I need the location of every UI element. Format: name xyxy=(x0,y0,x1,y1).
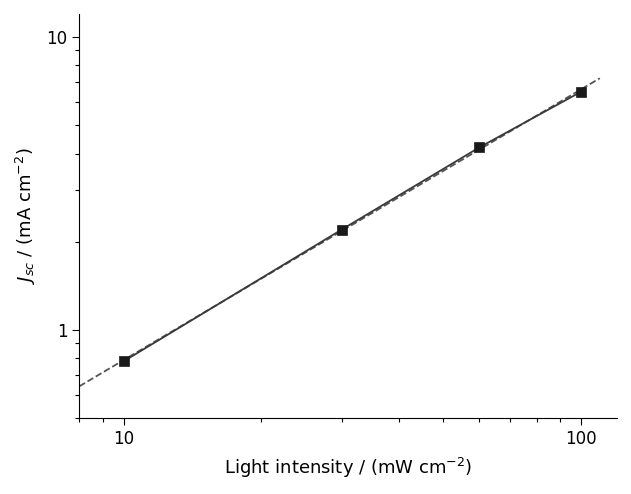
Y-axis label: $J_{sc}$ / (mA cm$^{-2}$): $J_{sc}$ / (mA cm$^{-2}$) xyxy=(14,148,38,284)
X-axis label: Light intensity / (mW cm$^{-2}$): Light intensity / (mW cm$^{-2}$) xyxy=(224,456,473,480)
